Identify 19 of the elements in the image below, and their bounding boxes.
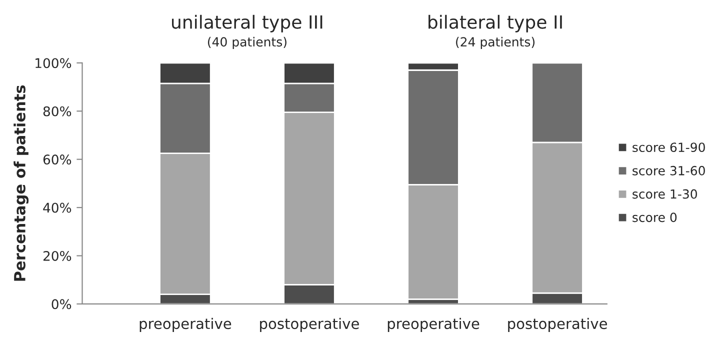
- legend-label: score 0: [632, 212, 677, 222]
- y-tick-label: 0%: [52, 299, 72, 310]
- legend-label: score 61-90: [632, 142, 705, 152]
- y-tick-label: 100%: [36, 58, 72, 68]
- text: unilateral type III: [172, 14, 322, 32]
- y-tick-label: 80%: [43, 106, 72, 116]
- x-tick-label: postoperative: [260, 318, 359, 332]
- legend-label: score 31-60: [632, 166, 705, 176]
- y-tick-label: 20%: [43, 250, 72, 261]
- y-tick-label: 40%: [43, 202, 72, 213]
- legend-label: score 1-30: [632, 189, 697, 199]
- text: (40 patients): [208, 36, 286, 50]
- x-tick-label: postoperative: [508, 318, 607, 332]
- y-axis-title: Percentage of patients: [14, 85, 29, 281]
- x-tick-label: preoperative: [388, 318, 480, 332]
- y-tick-label: 60%: [43, 154, 72, 165]
- x-tick-label: preoperative: [140, 318, 232, 332]
- text: (24 patients): [456, 36, 535, 50]
- text: bilateral type II: [428, 14, 562, 32]
